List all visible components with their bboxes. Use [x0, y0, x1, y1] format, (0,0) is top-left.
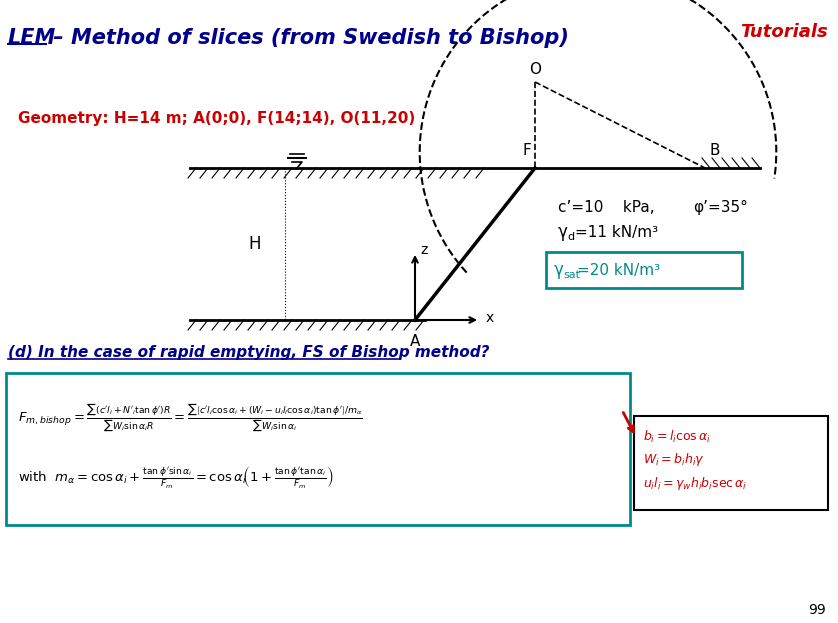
Text: $u_i l_i = \gamma_w h_i b_i \sec\alpha_i$: $u_i l_i = \gamma_w h_i b_i \sec\alpha_i… — [643, 475, 747, 492]
Text: $W_i = b_i h_i \gamma$: $W_i = b_i h_i \gamma$ — [643, 452, 705, 468]
Text: $F_{m,bishop} = \frac{\sum(c'l_i + N'_i\tan\phi')R}{\sum W_i\sin\alpha_i R} = \f: $F_{m,bishop} = \frac{\sum(c'l_i + N'_i\… — [18, 402, 363, 434]
Text: γ: γ — [554, 261, 564, 279]
Text: – Method of slices (from Swedish to Bishop): – Method of slices (from Swedish to Bish… — [46, 28, 569, 48]
Text: z: z — [420, 243, 427, 257]
Text: Geometry: H=14 m; A(0;0), F(14;14), O(11,20): Geometry: H=14 m; A(0;0), F(14;14), O(11… — [18, 110, 416, 125]
Text: $b_i = l_i \cos\alpha_i$: $b_i = l_i \cos\alpha_i$ — [643, 429, 711, 445]
FancyBboxPatch shape — [634, 416, 828, 510]
Text: sat: sat — [563, 270, 580, 280]
Text: =20 kN/m³: =20 kN/m³ — [577, 262, 660, 277]
FancyBboxPatch shape — [6, 373, 630, 525]
Text: O: O — [529, 62, 541, 77]
Text: B: B — [710, 143, 720, 158]
Text: H: H — [249, 235, 261, 253]
Text: γ: γ — [558, 223, 568, 241]
Text: φ’=35°: φ’=35° — [693, 199, 747, 214]
FancyBboxPatch shape — [546, 252, 742, 288]
Text: x: x — [486, 311, 494, 325]
Text: d: d — [567, 232, 574, 242]
Text: F: F — [523, 143, 531, 158]
Text: 99: 99 — [808, 603, 826, 617]
Text: =11 kN/m³: =11 kN/m³ — [575, 224, 658, 239]
Text: (d) In the case of rapid emptying, FS of Bishop method?: (d) In the case of rapid emptying, FS of… — [8, 345, 489, 359]
Text: A: A — [410, 334, 420, 349]
Text: c’=10    kPa,: c’=10 kPa, — [558, 199, 654, 214]
Text: Tutorials: Tutorials — [740, 23, 828, 41]
Text: with  $m_\alpha = \cos\alpha_i + \frac{\tan\phi'\sin\alpha_i}{F_m} = \cos\alpha_: with $m_\alpha = \cos\alpha_i + \frac{\t… — [18, 464, 334, 490]
Text: LEM: LEM — [8, 28, 56, 48]
